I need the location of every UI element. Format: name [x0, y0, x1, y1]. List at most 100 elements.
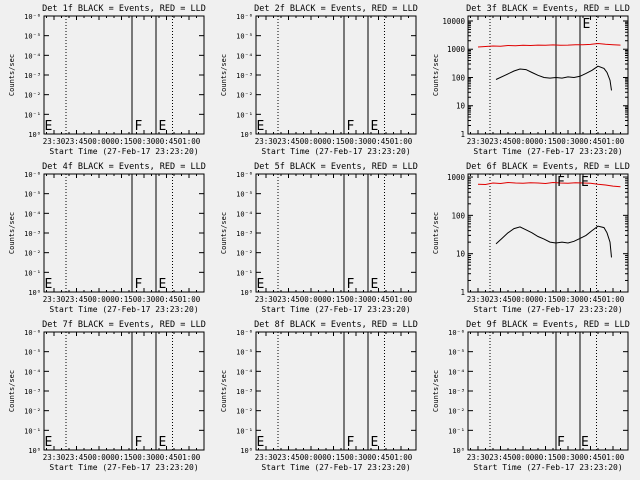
panel-title: Det 8f BLACK = Events, RED = LLD: [254, 320, 418, 330]
annotation-letter: E: [159, 277, 167, 292]
x-axis-label: Start Time (27-Feb-17 23:23:20): [49, 147, 198, 156]
plot-frame: [467, 15, 629, 135]
y-tick-label: 10⁻¹: [24, 269, 41, 277]
annotation-letter: E: [159, 435, 167, 450]
y-tick-label: 10⁻²: [236, 92, 253, 100]
plot-frame: [43, 331, 205, 451]
x-tick-label: 23:30: [255, 137, 278, 146]
x-tick-label: 23:30: [467, 453, 490, 462]
x-axis-label: Start Time (27-Feb-17 23:23:20): [49, 463, 198, 472]
x-tick-label: 23:45: [489, 453, 512, 462]
x-tick-label: 01:00: [178, 453, 201, 462]
series-lld-line: [477, 181, 621, 188]
x-tick-label: 01:00: [390, 295, 413, 304]
x-tick-label: 00:15: [322, 453, 345, 462]
x-tick-label: 23:45: [65, 453, 88, 462]
y-tick-label: 10⁻¹: [236, 111, 253, 119]
y-axis-label: Counts/sec: [432, 212, 440, 254]
x-tick-label: 01:00: [602, 137, 625, 146]
y-tick-label: 10: [456, 102, 466, 111]
x-tick-label: 00:15: [322, 137, 345, 146]
y-tick-label: 10⁻⁵: [24, 191, 41, 199]
x-tick-label: 23:45: [489, 137, 512, 146]
x-tick-label: 00:15: [534, 295, 557, 304]
y-tick-label: 10⁻³: [448, 388, 465, 396]
y-axis-label: Counts/sec: [220, 54, 228, 96]
x-tick-label: 00:45: [155, 137, 178, 146]
x-tick-label: 00:30: [345, 295, 368, 304]
x-tick-label: 01:00: [602, 453, 625, 462]
annotation-letter: F: [135, 119, 143, 134]
y-tick-label: 10: [456, 250, 466, 259]
plot-frame: [255, 15, 417, 135]
y-tick-label: 10⁻⁵: [236, 33, 253, 41]
y-tick-label: 10⁻⁴: [236, 210, 253, 218]
x-tick-label: 01:00: [390, 137, 413, 146]
annotation-letter: E: [581, 435, 589, 450]
x-tick-label: 00:15: [110, 453, 133, 462]
panel-det-2: Det 2f BLACK = Events, RED = LLD Counts/s…: [220, 4, 418, 156]
x-tick-label: 00:00: [512, 137, 535, 146]
x-tick-label: 00:00: [300, 295, 323, 304]
x-tick-label: 00:45: [579, 453, 602, 462]
annotation-letter: F: [135, 277, 143, 292]
y-tick-label: 10⁰: [240, 131, 253, 139]
panel-title: Det 5f BLACK = Events, RED = LLD: [254, 162, 418, 172]
y-tick-label: 10⁻⁶: [236, 13, 253, 21]
y-axis-label: Counts/sec: [8, 212, 16, 254]
x-tick-label: 01:00: [602, 295, 625, 304]
y-axis-label: Counts/sec: [8, 54, 16, 96]
panel-det-8: Det 8f BLACK = Events, RED = LLD Counts/s…: [220, 320, 418, 472]
annotation-letter: E: [45, 435, 53, 450]
x-tick-label: 00:00: [300, 453, 323, 462]
x-tick-label: 00:00: [300, 137, 323, 146]
y-tick-label: 10⁻⁴: [236, 368, 253, 376]
y-tick-label: 10⁻⁶: [24, 13, 41, 21]
annotation-letter: F: [135, 435, 143, 450]
y-tick-label: 10⁻²: [236, 408, 253, 416]
y-tick-label: 10⁻⁵: [24, 33, 41, 41]
x-tick-label: 23:45: [65, 137, 88, 146]
y-tick-label: 10⁻¹: [236, 269, 253, 277]
y-tick-label: 10⁻⁶: [236, 171, 253, 179]
x-tick-label: 00:15: [110, 295, 133, 304]
x-tick-label: 01:00: [390, 453, 413, 462]
y-tick-label: 10⁻⁵: [236, 191, 253, 199]
y-axis-label: Counts/sec: [220, 370, 228, 412]
y-tick-label: 10⁻⁴: [24, 368, 41, 376]
series-events-line: [495, 225, 612, 258]
y-tick-label: 10⁻⁶: [236, 329, 253, 337]
plot-frame: [255, 173, 417, 293]
panel-det-3: Det 3f BLACK = Events, RED = LLD Counts/s…: [432, 4, 630, 156]
x-tick-label: 01:00: [178, 295, 201, 304]
y-tick-label: 10⁻¹: [236, 427, 253, 435]
series-events-line: [495, 65, 612, 91]
y-tick-label: 10⁻⁴: [24, 52, 41, 60]
y-tick-label: 10⁻³: [236, 230, 253, 238]
plot-frame: [467, 331, 629, 451]
x-tick-label: 00:15: [534, 453, 557, 462]
annotation-letter: F: [347, 119, 355, 134]
x-tick-label: 00:30: [557, 137, 580, 146]
y-tick-label: 10⁻³: [236, 388, 253, 396]
y-tick-label: 10⁰: [240, 289, 253, 297]
x-tick-label: 23:30: [467, 295, 490, 304]
plot-frame: [255, 331, 417, 451]
series-lld-line: [477, 42, 621, 48]
y-tick-label: 10⁰: [28, 131, 41, 139]
panel-title: Det 1f BLACK = Events, RED = LLD: [42, 4, 206, 14]
annotation-letter: E: [159, 119, 167, 134]
x-tick-label: 23:30: [43, 295, 66, 304]
x-axis-label: Start Time (27-Feb-17 23:23:20): [261, 463, 410, 472]
panel-title: Det 6f BLACK = Events, RED = LLD: [466, 162, 630, 172]
y-tick-label: 10000: [442, 17, 465, 26]
x-tick-label: 00:45: [579, 137, 602, 146]
annotation-letter: E: [45, 277, 53, 292]
panel-title: Det 7f BLACK = Events, RED = LLD: [42, 320, 206, 330]
y-tick-label: 10⁻²: [236, 250, 253, 258]
y-tick-label: 10⁻¹: [24, 111, 41, 119]
y-tick-label: 10⁻¹: [448, 427, 465, 435]
x-axis-label: Start Time (27-Feb-17 23:23:20): [49, 305, 198, 314]
x-tick-label: 00:45: [579, 295, 602, 304]
panel-title: Det 9f BLACK = Events, RED = LLD: [466, 320, 630, 330]
